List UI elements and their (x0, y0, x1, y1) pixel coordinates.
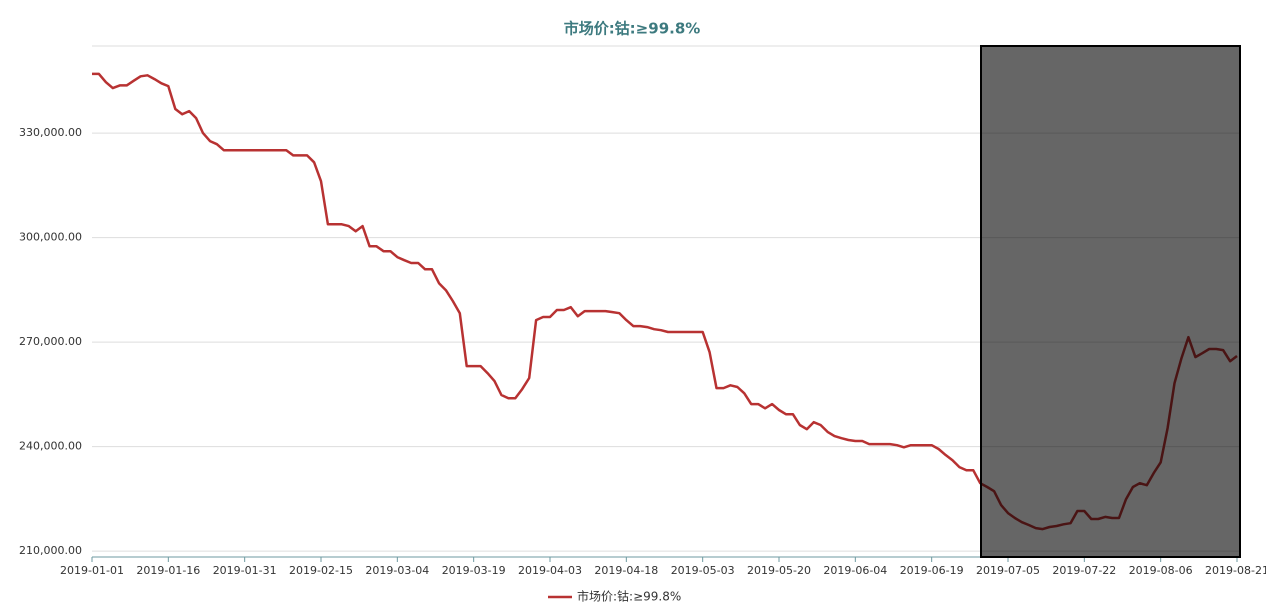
y-tick-label: 270,000.00 (19, 335, 82, 348)
x-tick-label: 2019-05-20 (747, 564, 811, 577)
zoom-selection (980, 45, 1241, 558)
y-tick-label: 240,000.00 (19, 440, 82, 453)
chart-title: 市场价:钴:≥99.8% (564, 20, 701, 38)
x-tick-label: 2019-02-15 (289, 564, 353, 577)
x-tick-label: 2019-01-31 (213, 564, 277, 577)
x-tick-label: 2019-04-18 (594, 564, 658, 577)
x-tick-label: 2019-03-19 (442, 564, 506, 577)
y-tick-label: 300,000.00 (19, 231, 82, 244)
y-tick-label: 210,000.00 (19, 544, 82, 557)
x-tick-label: 2019-04-03 (518, 564, 582, 577)
x-tick-label: 2019-08-21 (1205, 564, 1266, 577)
x-tick-label: 2019-03-04 (365, 564, 429, 577)
x-tick-label: 2019-01-01 (60, 564, 124, 577)
x-tick-label: 2019-01-16 (136, 564, 200, 577)
x-tick-label: 2019-08-06 (1129, 564, 1193, 577)
legend-label: 市场价:钴:≥99.8% (577, 589, 681, 604)
x-tick-label: 2019-06-04 (823, 564, 887, 577)
x-tick-label: 2019-06-19 (900, 564, 964, 577)
x-tick-label: 2019-07-22 (1052, 564, 1116, 577)
x-tick-label: 2019-05-03 (671, 564, 735, 577)
y-tick-label: 330,000.00 (19, 126, 82, 139)
x-tick-label: 2019-07-05 (976, 564, 1040, 577)
